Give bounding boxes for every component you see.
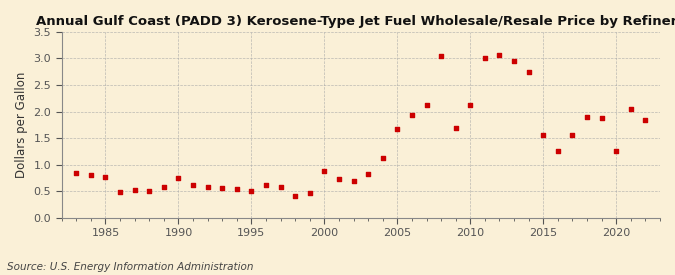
Point (115, 189, 126, 194)
Point (523, 70, 534, 74)
Title: Annual Gulf Coast (PADD 3) Kerosene-Type Jet Fuel Wholesale/Resale Price by Refi: Annual Gulf Coast (PADD 3) Kerosene-Type… (36, 15, 675, 28)
Point (509, 58, 520, 63)
Text: Source: U.S. Energy Information Administration: Source: U.S. Energy Information Administ… (7, 262, 253, 272)
Point (261, 183, 271, 187)
Point (611, 149, 622, 153)
Point (290, 194, 300, 199)
Point (552, 149, 563, 153)
Point (188, 183, 198, 187)
Point (319, 169, 330, 174)
Point (465, 103, 476, 107)
Point (246, 188, 256, 193)
Point (392, 127, 403, 131)
Point (71, 171, 82, 175)
Point (640, 118, 651, 122)
Point (275, 185, 286, 189)
Point (494, 53, 505, 57)
Point (304, 191, 315, 195)
Y-axis label: Dollars per Gallon: Dollars per Gallon (15, 72, 28, 178)
Point (567, 133, 578, 138)
Point (217, 186, 227, 191)
Point (348, 179, 359, 183)
Point (377, 155, 388, 160)
Point (436, 54, 447, 59)
Point (582, 115, 593, 119)
Point (159, 185, 169, 189)
Point (596, 116, 607, 120)
Point (362, 171, 373, 176)
Point (479, 56, 490, 61)
Point (450, 126, 461, 130)
Point (333, 177, 344, 182)
Point (173, 176, 184, 180)
Point (232, 187, 242, 192)
Point (538, 133, 549, 138)
Point (86, 172, 97, 177)
Point (202, 185, 213, 189)
Point (421, 103, 432, 107)
Point (144, 189, 155, 193)
Point (130, 188, 140, 192)
Point (406, 113, 417, 117)
Point (626, 107, 637, 112)
Point (100, 175, 111, 179)
